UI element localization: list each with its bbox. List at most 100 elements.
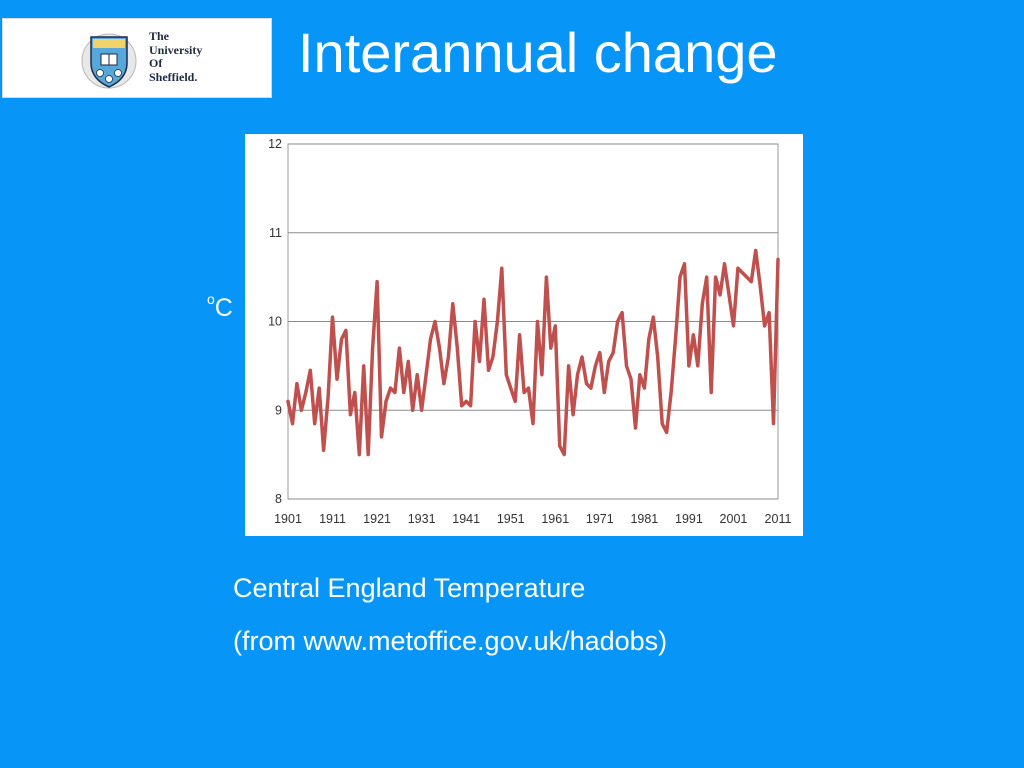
temperature-line-chart: 8 9 10 11 12 1901 1911 1921 1931 1941 1951 1961 197… <box>268 137 791 526</box>
data-point <box>777 258 779 261</box>
data-point <box>616 320 619 323</box>
data-point <box>728 294 730 296</box>
x-tick-label: 1961 <box>541 512 569 526</box>
data-point <box>710 391 712 394</box>
data-point <box>362 365 365 367</box>
data-point <box>487 369 490 372</box>
y-tick-labels: 8 9 10 11 12 <box>268 137 282 506</box>
data-point <box>603 391 606 394</box>
data-point <box>665 431 668 434</box>
data-point <box>287 400 289 403</box>
data-point <box>501 267 503 270</box>
data-point <box>345 329 347 332</box>
data-point <box>772 422 775 425</box>
data-point <box>469 405 472 407</box>
logo-wordmark: The University Of Sheffield. <box>149 29 203 84</box>
data-point <box>483 298 485 301</box>
data-point <box>714 276 717 278</box>
unit-degree-sup: o <box>207 291 215 307</box>
data-point <box>385 400 387 403</box>
data-point <box>416 373 418 376</box>
data-point <box>550 347 552 349</box>
data-point <box>746 276 748 278</box>
x-tick-label: 1941 <box>452 512 480 526</box>
data-point <box>701 302 704 305</box>
x-tick-label: 1971 <box>586 512 614 526</box>
y-tick-label: 11 <box>269 226 282 240</box>
slide-title: Interannual change <box>298 21 778 84</box>
data-point <box>291 422 294 425</box>
data-point <box>407 360 410 363</box>
data-point <box>688 365 690 367</box>
data-point <box>652 316 655 318</box>
data-point <box>683 263 686 265</box>
y-tick-label: 10 <box>268 315 282 329</box>
data-point <box>371 347 374 349</box>
university-crest-icon <box>81 33 137 89</box>
data-point <box>741 271 744 274</box>
data-point <box>460 405 463 407</box>
data-point <box>411 409 414 412</box>
logo-line-2: University <box>149 42 203 57</box>
x-tick-label: 2001 <box>720 512 748 526</box>
data-point <box>634 427 637 429</box>
logo-line-4: Sheffield. <box>149 69 198 84</box>
data-point <box>376 280 378 283</box>
data-point <box>358 453 361 456</box>
data-point <box>705 276 708 278</box>
data-point <box>527 387 530 389</box>
data-point <box>505 373 508 376</box>
data-point <box>429 338 432 341</box>
data-point <box>474 320 476 323</box>
data-point <box>630 378 632 380</box>
data-point <box>670 391 672 394</box>
data-point <box>465 400 467 403</box>
data-point <box>679 276 681 278</box>
data-point <box>313 422 316 425</box>
data-point <box>443 382 445 385</box>
x-tick-label: 1981 <box>630 512 658 526</box>
data-point <box>322 449 325 451</box>
data-point <box>656 356 659 358</box>
data-point <box>452 302 454 305</box>
data-point <box>754 249 757 252</box>
data-point <box>518 334 521 336</box>
data-point <box>523 391 525 394</box>
data-point <box>545 276 548 278</box>
y-axis-unit-label: oC <box>207 291 233 323</box>
y-tick-label: 8 <box>275 492 282 506</box>
data-point <box>625 365 628 367</box>
data-point <box>514 400 516 403</box>
data-point <box>599 351 601 354</box>
data-point <box>420 409 423 412</box>
data-point <box>478 360 481 363</box>
data-point <box>309 369 312 372</box>
data-point <box>750 280 753 283</box>
logo-line-3: Of <box>149 56 163 70</box>
data-point <box>532 422 534 425</box>
data-point <box>697 365 699 367</box>
y-tick-label: 12 <box>268 137 282 151</box>
data-point <box>737 267 739 270</box>
data-point <box>719 294 721 296</box>
data-point <box>425 373 427 376</box>
data-point <box>558 444 561 447</box>
series-layer <box>286 248 780 457</box>
data-point <box>367 453 369 456</box>
data-point <box>732 325 735 327</box>
data-point <box>723 263 726 265</box>
unit-base: C <box>214 294 233 322</box>
data-point <box>327 396 329 398</box>
data-point <box>349 413 352 416</box>
caption-line-2: (from www.metoffice.gov.uk/hadobs) <box>233 626 668 656</box>
data-point <box>581 356 583 358</box>
data-point <box>296 382 298 385</box>
x-tick-label: 1991 <box>675 512 703 526</box>
data-point <box>541 373 543 376</box>
data-point <box>763 325 766 327</box>
data-point <box>336 378 338 380</box>
data-point <box>643 387 646 389</box>
data-point <box>305 391 307 394</box>
data-point <box>554 325 557 327</box>
